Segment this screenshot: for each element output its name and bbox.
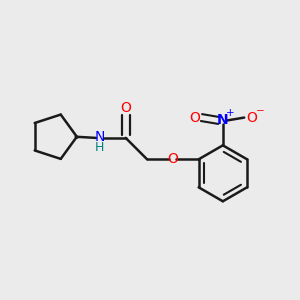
Text: −: − bbox=[256, 106, 265, 116]
Text: O: O bbox=[120, 101, 131, 115]
Text: +: + bbox=[226, 109, 235, 118]
Text: N: N bbox=[95, 130, 105, 144]
Text: N: N bbox=[217, 113, 229, 128]
Text: H: H bbox=[95, 141, 105, 154]
Text: O: O bbox=[167, 152, 178, 166]
Text: O: O bbox=[246, 111, 256, 124]
Text: O: O bbox=[189, 111, 200, 124]
